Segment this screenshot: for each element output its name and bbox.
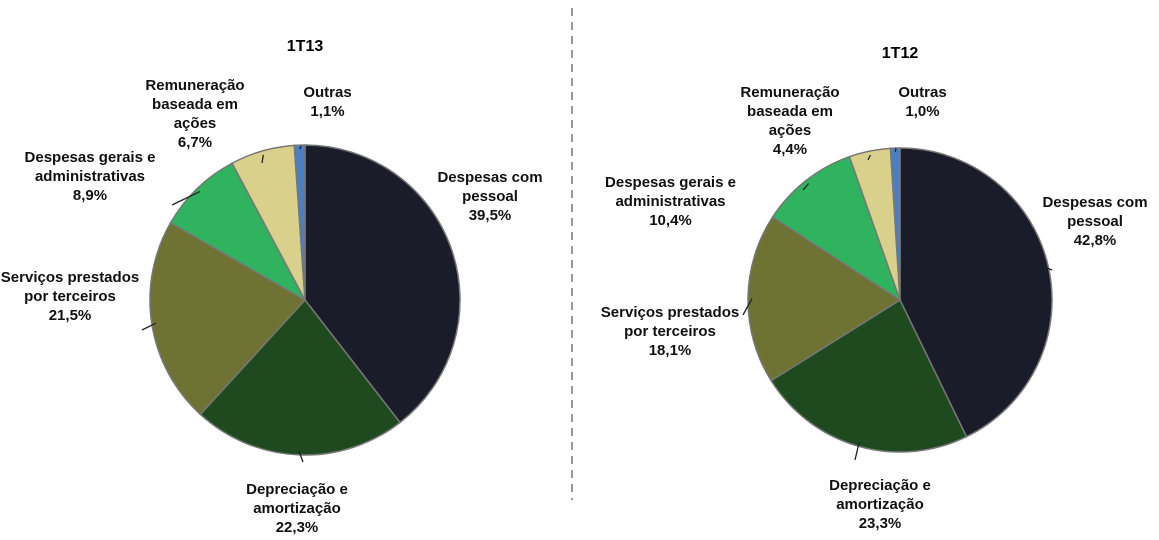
category-label: Serviços prestados por terceiros <box>0 269 140 305</box>
leader-line <box>141 322 157 331</box>
leader-line <box>171 190 201 206</box>
leader-line <box>1043 266 1053 271</box>
value-label: 6,7% <box>177 134 213 151</box>
slice-label: Despesas gerais e administrativas 8,9% <box>20 148 160 205</box>
category-label: Despesas com pessoal <box>1042 194 1148 230</box>
value-label: 1,1% <box>310 103 345 120</box>
value-label: 39,5% <box>468 207 512 224</box>
category-label: Outras <box>898 84 947 101</box>
value-label: 23,3% <box>858 515 902 532</box>
value-label: 18,1% <box>648 342 692 359</box>
pie-slice <box>199 298 402 456</box>
chart-title: 1T13 <box>286 38 324 55</box>
leader-line <box>299 145 302 150</box>
slice-label: Depreciação e amortização 23,3% <box>815 476 945 533</box>
value-label: 22,3% <box>275 519 319 536</box>
pie-slice <box>169 162 307 302</box>
slice-label: Outras 1,1% <box>290 83 365 121</box>
leader-line <box>742 298 753 316</box>
slice-label: Serviços prestados por terceiros 21,5% <box>0 268 140 325</box>
leader-line <box>867 154 872 161</box>
category-label: Outras <box>303 84 352 101</box>
leader-line <box>261 154 264 164</box>
category-label: Depreciação e amortização <box>246 481 348 517</box>
chart-title: 1T12 <box>881 45 919 62</box>
pie-slice <box>889 147 901 301</box>
slice-label: Outras 1,0% <box>885 83 960 121</box>
pie-slice <box>304 144 461 424</box>
value-label: 21,5% <box>48 307 92 324</box>
leader-line <box>854 442 860 461</box>
category-label: Remuneração baseada em ações <box>740 84 840 139</box>
pie-slice <box>293 144 306 301</box>
slice-label: Despesas gerais e administrativas 10,4% <box>598 173 743 230</box>
value-label: 8,9% <box>72 187 108 204</box>
leader-line <box>894 147 897 153</box>
leader-line <box>802 183 810 191</box>
slice-label: Serviços prestados por terceiros 18,1% <box>600 303 740 360</box>
category-label: Serviços prestados por terceiros <box>600 304 740 340</box>
slice-label: Remuneração baseada em ações 4,4% <box>725 83 855 159</box>
value-label: 42,8% <box>1073 232 1117 249</box>
category-label: Despesas gerais e administrativas <box>605 174 736 210</box>
slice-label: Despesas com pessoal 42,8% <box>1030 193 1159 250</box>
slice-label: Depreciação e amortização 22,3% <box>232 480 362 537</box>
pie-slice <box>149 221 307 416</box>
leader-line <box>298 450 304 463</box>
pie-slice <box>771 155 902 302</box>
category-label: Depreciação e amortização <box>829 477 931 513</box>
category-label: Despesas com pessoal <box>437 169 543 205</box>
value-label: 4,4% <box>772 141 808 158</box>
leader-line <box>447 250 453 257</box>
slice-label: Despesas com pessoal 39,5% <box>425 168 555 225</box>
category-label: Remuneração baseada em ações <box>145 77 245 132</box>
category-label: Despesas gerais e administrativas <box>24 149 156 185</box>
value-label: 10,4% <box>649 212 692 229</box>
pie-slice <box>747 215 902 382</box>
value-label: 1,0% <box>905 103 940 120</box>
slice-label: Remuneração baseada em ações 6,7% <box>130 76 260 152</box>
pie-slice <box>899 147 1053 438</box>
